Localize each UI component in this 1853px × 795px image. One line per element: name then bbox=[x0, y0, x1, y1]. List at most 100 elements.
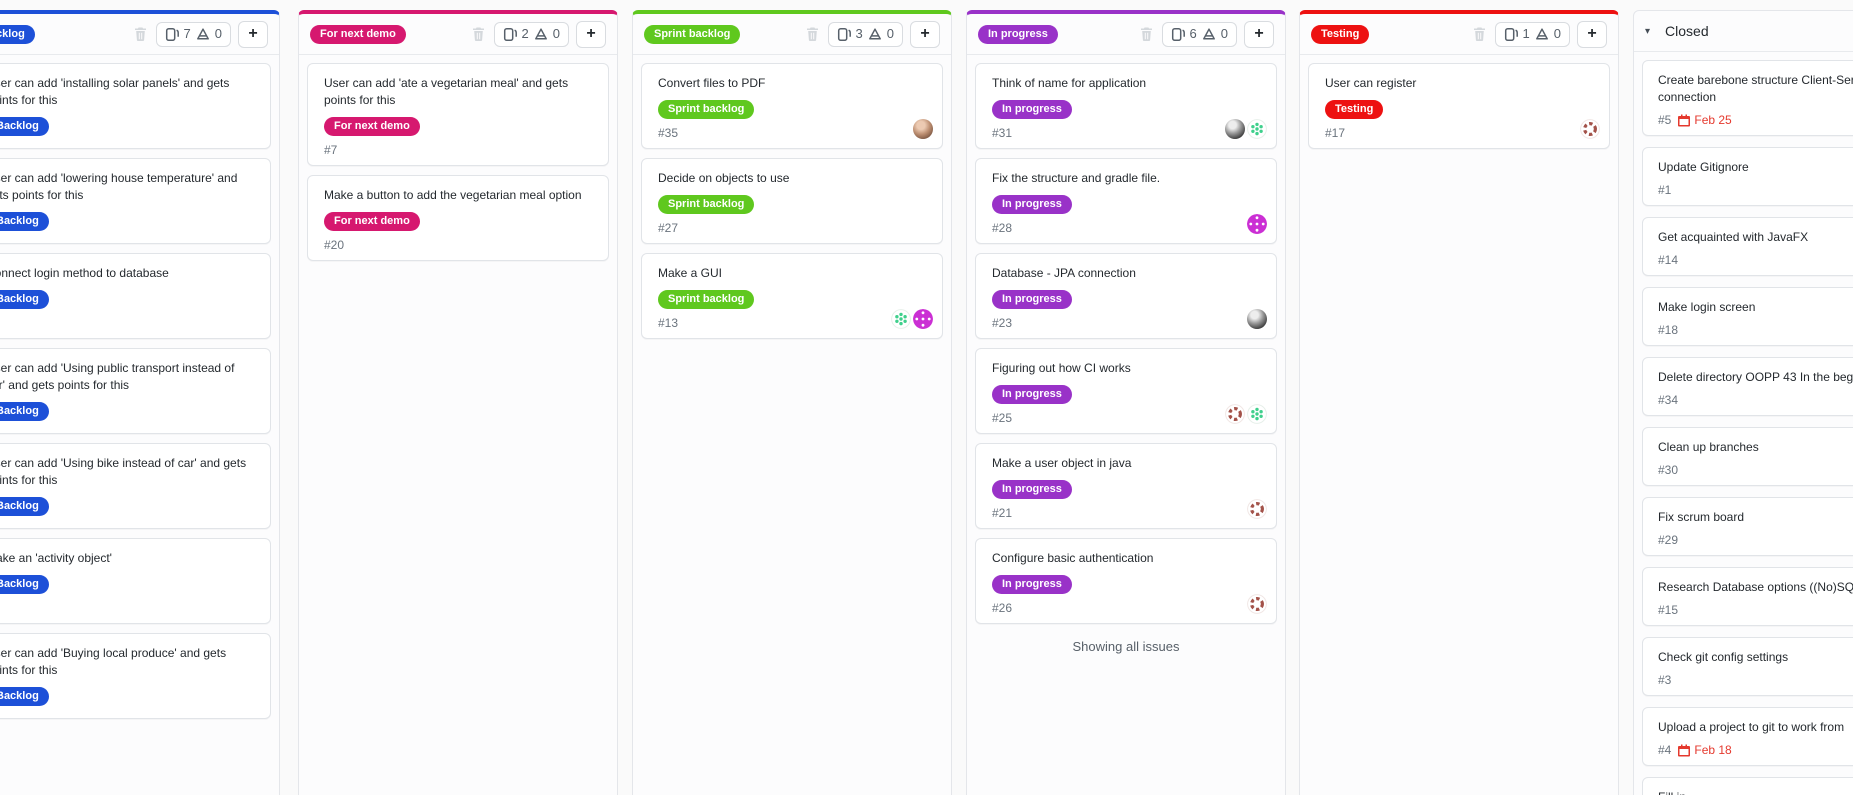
card-title: Make a GUI bbox=[658, 266, 723, 280]
card[interactable]: Research Database options ((No)SQL?) #15 bbox=[1642, 567, 1853, 626]
issue-number: #18 bbox=[1658, 323, 1679, 337]
card-title: Make an 'activity object' bbox=[0, 551, 112, 565]
avatar-identicon-green-dots bbox=[891, 309, 911, 329]
trash-icon[interactable] bbox=[471, 26, 487, 42]
card-title: Make login screen bbox=[1658, 300, 1756, 314]
card[interactable]: Check git config settings #3 bbox=[1642, 637, 1853, 696]
card-count: 7 bbox=[183, 26, 191, 41]
card[interactable]: Think of name for application In progress… bbox=[975, 63, 1277, 149]
issue-number: #7 bbox=[324, 143, 338, 157]
card[interactable]: Configure basic authentication In progres… bbox=[975, 538, 1277, 624]
label-pill: In progress bbox=[992, 575, 1072, 594]
card[interactable]: Fill in … bbox=[1642, 777, 1853, 795]
card[interactable]: User can add 'Using bike instead of car'… bbox=[0, 443, 271, 529]
label-pill: Backlog bbox=[0, 575, 49, 594]
calendar-icon bbox=[1678, 744, 1691, 757]
issue-number: #25 bbox=[992, 411, 1013, 425]
label-pill: In progress bbox=[992, 480, 1072, 499]
label-pill: For next demo bbox=[324, 212, 420, 231]
card[interactable]: Clean up branches #30 bbox=[1642, 427, 1853, 486]
card-labels: Sprint backlog bbox=[658, 99, 926, 119]
card[interactable]: Upload a project to git to work from #4 Fe… bbox=[1642, 707, 1853, 766]
card-labels: Backlog bbox=[0, 496, 254, 516]
card[interactable]: Fix the structure and gradle file. In pro… bbox=[975, 158, 1277, 244]
label-pill: Backlog bbox=[0, 497, 49, 516]
card[interactable]: Get acquainted with JavaFX #14 bbox=[1642, 217, 1853, 276]
card-labels: In progress bbox=[992, 289, 1260, 309]
add-card-button[interactable]: + bbox=[910, 20, 940, 48]
add-card-button[interactable]: + bbox=[576, 20, 606, 48]
card[interactable]: Database - JPA connection In progress #23 bbox=[975, 253, 1277, 339]
card[interactable]: Create barebone structure Client-Server … bbox=[1642, 60, 1853, 136]
card-labels: In progress bbox=[992, 384, 1260, 404]
milestone-icon bbox=[1535, 27, 1549, 41]
avatar-identicon-green-dots bbox=[1247, 119, 1267, 139]
card-labels: In progress bbox=[992, 194, 1260, 214]
card[interactable]: Fix scrum board #29 bbox=[1642, 497, 1853, 556]
card[interactable]: Make a GUI Sprint backlog #13 bbox=[641, 253, 943, 339]
trash-icon[interactable] bbox=[1139, 26, 1155, 42]
assignee-avatars bbox=[913, 119, 933, 139]
card[interactable]: User can register Testing #17 bbox=[1308, 63, 1610, 149]
card[interactable]: User can add 'installing solar panels' a… bbox=[0, 63, 271, 149]
card[interactable]: User can add 'ate a vegetarian meal' and… bbox=[307, 63, 609, 166]
column-header-closed: ▾ Closed bbox=[1634, 11, 1853, 52]
card[interactable]: Convert files to PDF Sprint backlog #35 bbox=[641, 63, 943, 149]
card[interactable]: Make login screen #18 bbox=[1642, 287, 1853, 346]
assignee-avatars bbox=[1580, 119, 1600, 139]
label-pill: In progress bbox=[992, 195, 1072, 214]
milestone-icon bbox=[534, 27, 548, 41]
card-labels: Backlog bbox=[0, 289, 254, 309]
card-list: User can add 'installing solar panels' a… bbox=[0, 55, 279, 727]
avatar-photo-gray bbox=[1247, 309, 1267, 329]
column-header-actions: 1 0 + bbox=[1472, 20, 1607, 48]
card-count: 2 bbox=[521, 26, 529, 41]
add-card-button[interactable]: + bbox=[1244, 20, 1274, 48]
card-labels: In progress bbox=[992, 574, 1260, 594]
chevron-down-icon[interactable]: ▾ bbox=[1645, 25, 1651, 37]
column-header-testing: Testing 1 0 + bbox=[1300, 14, 1618, 55]
trash-icon[interactable] bbox=[1472, 26, 1488, 42]
card-title: Update Gitignore bbox=[1658, 160, 1749, 174]
issue-number: #13 bbox=[658, 316, 679, 330]
column-header-actions: 7 0 + bbox=[133, 20, 268, 48]
card-labels: In progress bbox=[992, 479, 1260, 499]
trash-icon[interactable] bbox=[805, 26, 821, 42]
milestone-icon bbox=[1202, 27, 1216, 41]
card[interactable]: User can add 'Using public transport ins… bbox=[0, 348, 271, 434]
column-backlog: Backlog 70+ User can add 'installing solar… bbox=[0, 10, 280, 795]
card[interactable]: Decide on objects to use Sprint backlog #2… bbox=[641, 158, 943, 244]
card[interactable]: Make an 'activity object' Backlog bbox=[0, 538, 271, 624]
card[interactable]: Make a user object in java In progress #21 bbox=[975, 443, 1277, 529]
card-labels: Testing bbox=[1325, 99, 1593, 119]
trash-icon[interactable] bbox=[133, 26, 149, 42]
label-pill: Sprint backlog bbox=[658, 290, 755, 309]
label-pill: Sprint backlog bbox=[658, 100, 755, 119]
add-card-button[interactable]: + bbox=[1577, 20, 1607, 48]
add-card-button[interactable]: + bbox=[238, 20, 268, 48]
card-labels: Sprint backlog bbox=[658, 289, 926, 309]
card[interactable]: User can add 'Buying local produce' and … bbox=[0, 633, 271, 719]
column-title[interactable]: Closed bbox=[1665, 23, 1709, 39]
column-testing: Testing 1 0 + User can register Testing #17 bbox=[1299, 10, 1619, 795]
card-title: User can add 'Buying local produce' and … bbox=[0, 646, 227, 677]
card-title: Connect login method to database bbox=[0, 266, 169, 280]
assignee-avatars bbox=[1247, 214, 1267, 234]
card[interactable]: Connect login method to database Backlog bbox=[0, 253, 271, 339]
card[interactable]: Make a button to add the vegetarian meal… bbox=[307, 175, 609, 261]
card[interactable]: Figuring out how CI works In progress #25 bbox=[975, 348, 1277, 434]
cards-stack-icon bbox=[503, 27, 517, 42]
avatar-identicon-red-ring bbox=[1247, 594, 1267, 614]
card[interactable]: Delete directory OOPP 43 In the beginnin… bbox=[1642, 357, 1853, 416]
issue-number: #28 bbox=[992, 221, 1013, 235]
issue-number: #34 bbox=[1658, 393, 1679, 407]
card-title: Check git config settings bbox=[1658, 650, 1789, 664]
avatar-identicon-green-dots bbox=[1247, 404, 1267, 424]
label-pill: Backlog bbox=[0, 117, 49, 136]
card[interactable]: User can add 'lowering house temperature… bbox=[0, 158, 271, 244]
card-title: Research Database options ((No)SQL?) bbox=[1658, 580, 1853, 594]
card-title: User can add 'Using public transport ins… bbox=[0, 361, 235, 392]
column-in-progress: In progress 6 0 + Think of name for applicat… bbox=[966, 10, 1286, 795]
card[interactable]: Update Gitignore #1 bbox=[1642, 147, 1853, 206]
